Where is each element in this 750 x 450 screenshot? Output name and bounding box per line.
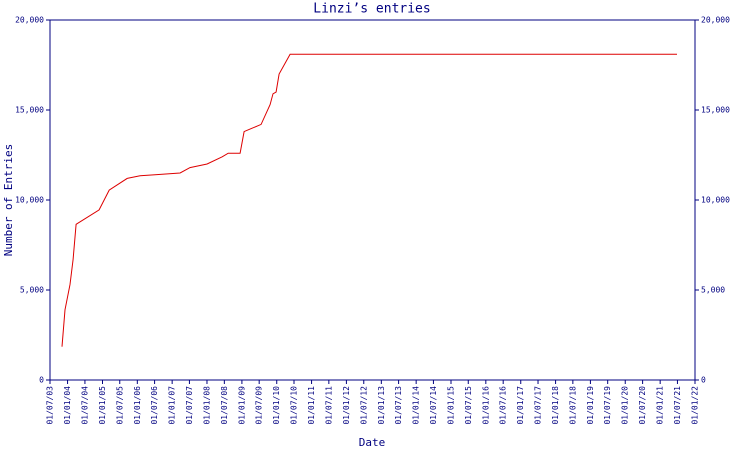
x-tick-label: 01/07/06 — [150, 386, 159, 425]
x-tick-label: 01/01/04 — [63, 386, 72, 425]
x-tick-label: 01/07/05 — [115, 386, 124, 425]
x-tick-label: 01/07/18 — [568, 386, 577, 425]
x-tick-label: 01/01/11 — [307, 386, 316, 425]
y-tick-label: 10,000 — [15, 196, 44, 205]
x-tick-label: 01/07/13 — [394, 386, 403, 425]
x-tick-label: 01/01/07 — [168, 386, 177, 425]
x-tick-label: 01/07/12 — [359, 386, 368, 425]
x-tick-label: 01/07/15 — [464, 386, 473, 425]
x-tick-label: 01/07/03 — [46, 386, 55, 425]
y2-tick-label: 10,000 — [701, 196, 730, 205]
plot-frame — [49, 19, 696, 381]
x-tick-label: 01/07/07 — [185, 386, 194, 425]
x-tick-label: 01/07/11 — [324, 386, 333, 425]
y2-tick-label: 5,000 — [701, 286, 725, 295]
x-tick-label: 01/07/20 — [638, 386, 647, 425]
x-tick-label: 01/07/17 — [534, 386, 543, 425]
x-tick-label: 01/01/09 — [237, 386, 246, 425]
x-tick-label: 01/07/14 — [429, 386, 438, 425]
x-tick-label: 01/07/19 — [603, 386, 612, 425]
y-axis-label: Number of Entries — [2, 144, 15, 257]
x-tick-label: 01/07/21 — [673, 386, 682, 425]
y-tick-label: 0 — [39, 376, 44, 385]
chart-title: Linzi’s entries — [313, 2, 430, 17]
x-tick-label: 01/01/05 — [98, 386, 107, 425]
x-tick-label: 01/07/08 — [220, 386, 229, 425]
x-tick-label: 01/01/16 — [481, 386, 490, 425]
x-tick-label: 01/01/20 — [621, 386, 630, 425]
y2-tick-label: 20,000 — [701, 16, 730, 25]
x-tick-label: 01/01/13 — [377, 386, 386, 425]
y-tick-label: 15,000 — [15, 106, 44, 115]
x-tick-label: 01/07/10 — [290, 386, 299, 425]
x-tick-label: 01/01/10 — [272, 386, 281, 425]
y2-tick-label: 15,000 — [701, 106, 730, 115]
x-tick-label: 01/01/17 — [516, 386, 525, 425]
x-tick-label: 01/01/18 — [551, 386, 560, 425]
x-tick-label: 01/01/15 — [446, 386, 455, 425]
data-line — [61, 53, 677, 347]
x-tick-label: 01/01/12 — [342, 386, 351, 425]
x-tick-label: 01/01/19 — [586, 386, 595, 425]
x-axis-label: Date — [359, 436, 386, 449]
x-tick-label: 01/01/21 — [656, 386, 665, 425]
x-tick-label: 01/01/06 — [133, 386, 142, 425]
y2-tick-label: 0 — [701, 376, 706, 385]
x-tick-label: 01/01/08 — [202, 386, 211, 425]
y-tick-label: 20,000 — [15, 16, 44, 25]
x-tick-label: 01/01/14 — [412, 386, 421, 425]
x-tick-label: 01/01/22 — [691, 386, 700, 425]
y-tick-label: 5,000 — [20, 286, 44, 295]
x-tick-label: 01/07/04 — [80, 386, 89, 425]
x-tick-label: 01/07/16 — [499, 386, 508, 425]
x-tick-label: 01/07/09 — [255, 386, 264, 425]
